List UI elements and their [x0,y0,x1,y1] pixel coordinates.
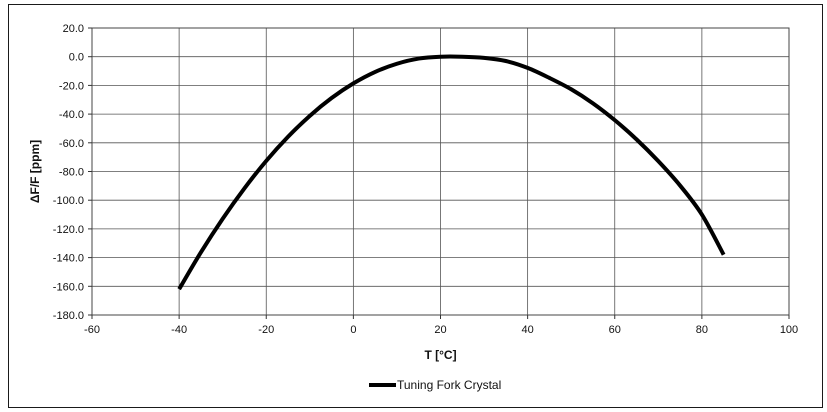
chart-frame: -60 -40 -20 0 20 40 60 80 100 20.0 0.0 -20.0 -40.0 -6… [8,4,823,408]
y-tick-label: -100.0 [53,195,84,207]
x-axis-title: T [°C] [424,348,456,362]
grid [91,27,790,316]
y-tick-label: -120.0 [53,224,84,236]
y-tick-label: -140.0 [53,253,84,265]
legend: Tuning Fork Crystal [369,378,501,392]
x-tick-label: 20 [434,324,446,336]
series-lines [177,54,726,291]
tick-labels: -60 -40 -20 0 20 40 60 80 100 20.0 0.0 -20.0 -40.0 -6… [53,23,798,336]
x-tick-label: 0 [350,324,356,336]
x-tick-label: -40 [171,324,187,336]
y-tick-label: 20.0 [63,23,84,35]
legend-label: Tuning Fork Crystal [397,378,501,392]
y-tick-label: -160.0 [53,281,84,293]
series-line-tuning-fork-crystal [177,54,726,291]
x-tick-label: -20 [258,324,274,336]
x-tick-label: -60 [84,324,100,336]
x-tick-label: 60 [609,324,621,336]
x-tick-label: 40 [522,324,534,336]
line-chart: -60 -40 -20 0 20 40 60 80 100 20.0 0.0 -20.0 -40.0 -6… [28,23,798,392]
y-tick-label: -180.0 [53,310,84,322]
y-tick-label: -40.0 [59,109,84,121]
y-axis-title: ΔF/F [ppm] [28,140,42,203]
y-tick-label: -80.0 [59,167,84,179]
x-tick-label: 80 [696,324,708,336]
y-tick-label: -20.0 [59,80,84,92]
y-tick-label: -60.0 [59,138,84,150]
y-tick-label: 0.0 [69,52,84,64]
x-tick-label: 100 [780,324,798,336]
